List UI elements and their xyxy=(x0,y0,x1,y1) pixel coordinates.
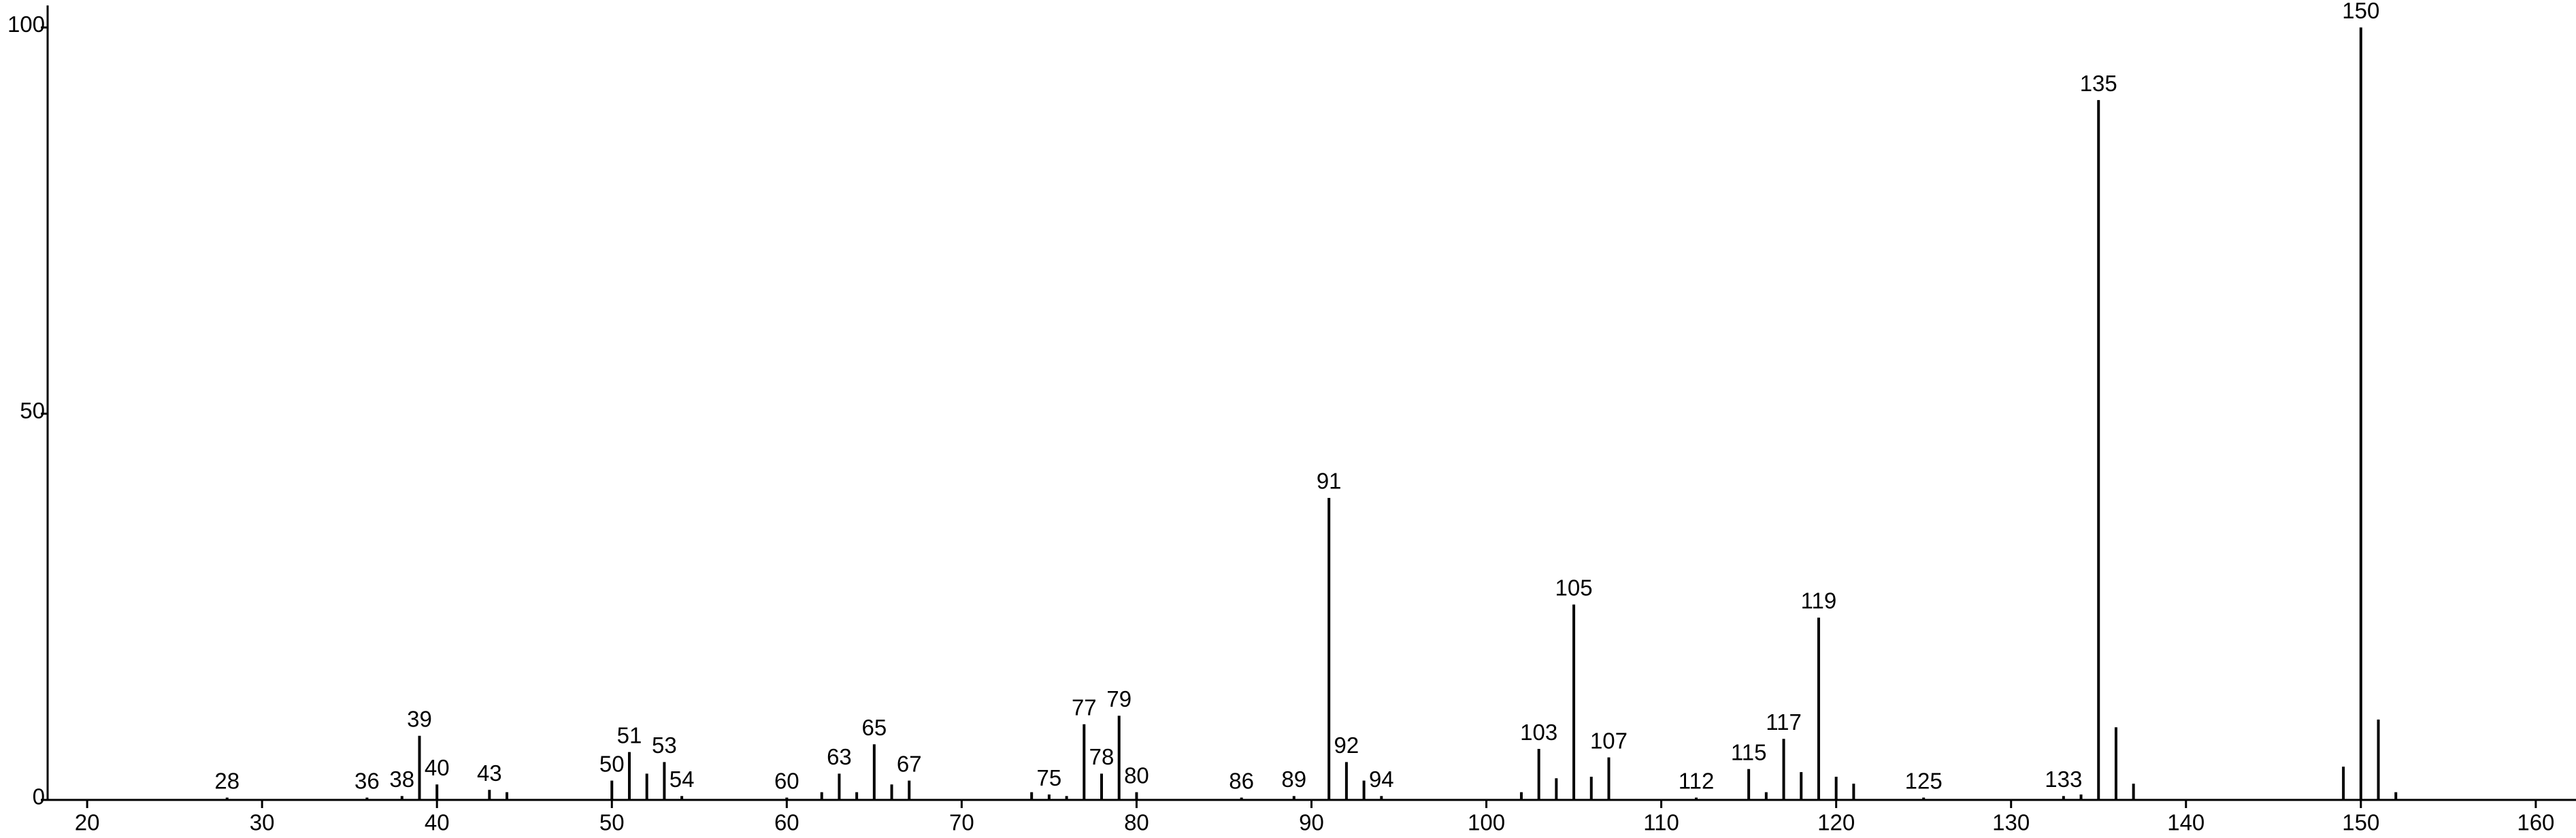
peak-label: 125 xyxy=(1905,768,1943,793)
y-tick-label: 0 xyxy=(33,784,45,809)
x-tick-label: 140 xyxy=(2167,810,2205,835)
peak-label: 53 xyxy=(652,733,677,758)
peak-label: 112 xyxy=(1679,768,1715,793)
peak-label: 91 xyxy=(1317,469,1342,494)
peak-label: 75 xyxy=(1037,765,1062,790)
peak-label: 117 xyxy=(1766,709,1802,735)
peak-label: 135 xyxy=(2080,71,2117,96)
peak-label: 115 xyxy=(1731,739,1767,765)
x-tick-label: 160 xyxy=(2517,810,2554,835)
peak-label: 67 xyxy=(897,751,922,776)
x-tick-label: 30 xyxy=(250,810,275,835)
peak-label: 60 xyxy=(774,768,799,793)
peak-label: 92 xyxy=(1334,733,1359,758)
peak-label: 65 xyxy=(861,715,887,740)
peak-label: 43 xyxy=(477,760,502,786)
peak-label: 133 xyxy=(2045,767,2082,792)
peak-label: 63 xyxy=(827,744,852,769)
peak-label: 54 xyxy=(670,767,695,792)
x-tick-label: 100 xyxy=(1468,810,1505,835)
x-tick-label: 120 xyxy=(1817,810,1855,835)
x-tick-label: 130 xyxy=(1992,810,2030,835)
x-tick-label: 70 xyxy=(949,810,974,835)
peak-label: 150 xyxy=(2342,0,2379,23)
x-tick-label: 110 xyxy=(1643,810,1679,835)
peak-label: 103 xyxy=(1520,720,1557,745)
x-tick-label: 40 xyxy=(425,810,450,835)
peak-label: 39 xyxy=(407,706,432,731)
peak-label: 119 xyxy=(1801,588,1837,614)
peak-label: 80 xyxy=(1124,762,1149,788)
peak-label: 51 xyxy=(617,722,642,748)
peak-label: 86 xyxy=(1229,768,1254,793)
peak-label: 50 xyxy=(599,751,625,776)
x-tick-label: 50 xyxy=(599,810,625,835)
y-tick-label: 100 xyxy=(7,12,45,37)
peak-label: 79 xyxy=(1106,686,1132,711)
peak-label: 105 xyxy=(1555,575,1593,600)
x-tick-label: 60 xyxy=(774,810,799,835)
peak-label: 78 xyxy=(1089,744,1114,769)
peak-label: 89 xyxy=(1281,767,1306,792)
peak-label: 77 xyxy=(1072,694,1097,720)
peak-label: 38 xyxy=(389,767,414,792)
peak-label: 94 xyxy=(1369,767,1394,792)
peak-label: 28 xyxy=(214,768,240,793)
peak-label: 40 xyxy=(425,755,450,780)
x-tick-label: 150 xyxy=(2342,810,2379,835)
x-tick-label: 80 xyxy=(1124,810,1149,835)
peak-label: 107 xyxy=(1590,728,1628,753)
x-tick-label: 90 xyxy=(1299,810,1324,835)
x-tick-label: 20 xyxy=(75,810,100,835)
y-tick-label: 50 xyxy=(20,398,45,423)
peak-label: 36 xyxy=(354,768,380,793)
